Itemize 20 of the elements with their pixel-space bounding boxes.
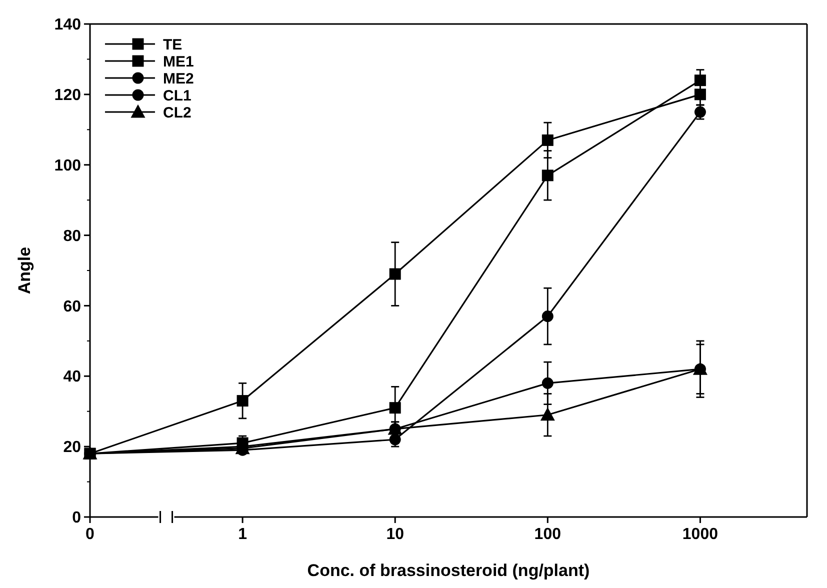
x-tick-label: 1000 [682,526,718,543]
y-tick-label: 120 [54,87,82,104]
x-tick-label: 100 [534,526,562,543]
legend-label: CL1 [163,87,192,104]
y-tick-label: 80 [63,228,82,245]
legend-label: TE [163,36,182,54]
y-tick-label: 100 [54,157,82,174]
y-tick-label: 0 [72,510,82,527]
legend-label: ME1 [163,53,194,70]
y-tick-label: 20 [63,439,82,456]
legend-label: CL2 [163,104,192,122]
x-tick-label: 0 [86,526,95,543]
x-axis-title: Conc. of brassinosteroid (ng/plant) [307,561,590,580]
y-axis-title: Angle [15,246,34,294]
y-tick-label: 40 [63,368,82,386]
y-tick-label: 60 [63,298,82,316]
legend-label: ME2 [163,70,194,88]
y-tick-label: 140 [54,16,82,34]
x-tick-label: 1 [238,526,248,543]
x-tick-label: 10 [386,526,404,543]
